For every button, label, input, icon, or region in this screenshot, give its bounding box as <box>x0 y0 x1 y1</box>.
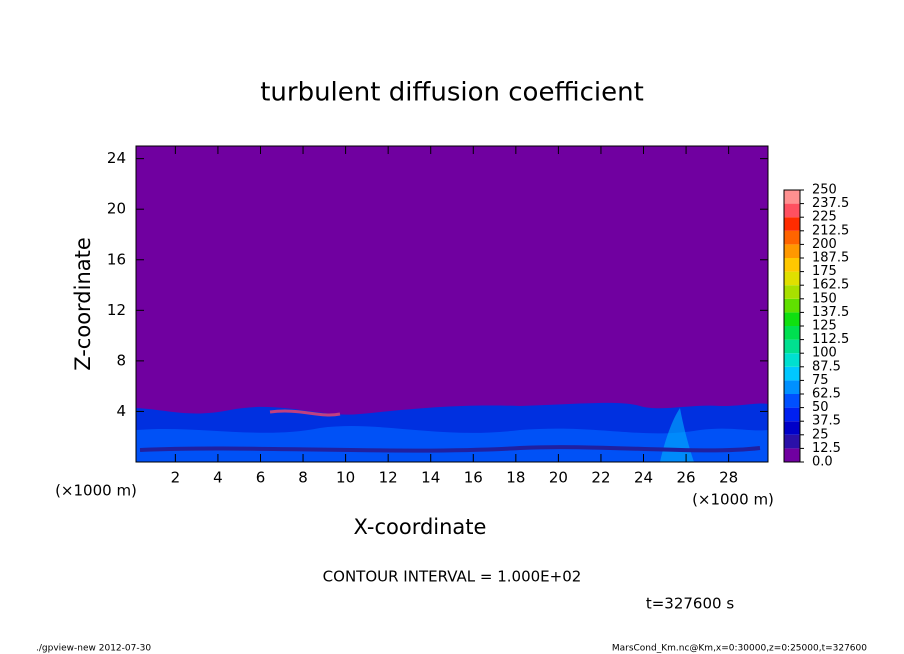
colorbar-label: 75 <box>812 373 829 388</box>
colorbar-swatch <box>784 366 800 381</box>
colorbar-label: 175 <box>812 264 837 279</box>
colorbar-swatch <box>784 217 800 231</box>
colorbar-swatch <box>784 448 800 462</box>
colorbar-label: 137.5 <box>812 305 849 320</box>
colorbar-swatch <box>784 285 800 299</box>
colorbar-label: 50 <box>812 400 829 415</box>
colorbar-label: 187.5 <box>812 251 849 266</box>
colorbar-label: 12.5 <box>812 441 841 456</box>
y-tick-label: 24 <box>107 149 126 167</box>
colorbar-swatch <box>784 421 800 435</box>
field-band <box>269 409 341 417</box>
x-tick-label: 20 <box>549 469 568 487</box>
x-axis-label: X-coordinate <box>354 515 487 539</box>
colorbar-swatch <box>784 203 800 218</box>
y-tick-label: 16 <box>107 250 126 268</box>
colorbar-label: 212.5 <box>812 223 849 238</box>
x-tick-label: 18 <box>506 469 525 487</box>
field-band <box>136 426 768 462</box>
colorbar-label: 225 <box>812 210 837 225</box>
x-tick-label: 24 <box>634 469 653 487</box>
colorbar-swatch <box>784 380 800 394</box>
colorbar-swatch <box>784 407 800 422</box>
colorbar-label: 125 <box>812 319 837 334</box>
colorbar-label: 150 <box>812 291 837 306</box>
annotation: CONTOUR INTERVAL = 1.000E+02 <box>323 568 582 586</box>
colorbar-label: 0.0 <box>812 455 833 470</box>
colorbar-label: 62.5 <box>812 387 841 402</box>
colorbar-swatch <box>784 190 800 204</box>
colorbar-swatch <box>784 312 800 326</box>
colorbar-label: 200 <box>812 237 837 252</box>
colorbar-label: 112.5 <box>812 332 849 347</box>
colorbar-swatch <box>784 298 800 313</box>
colorbar-swatch <box>784 244 800 258</box>
colorbar-swatch <box>784 339 800 354</box>
colorbar-swatch <box>784 230 800 245</box>
x-tick-label: 4 <box>213 469 223 487</box>
colorbar-swatch <box>784 353 800 367</box>
colorbar-label: 87.5 <box>812 359 841 374</box>
x-unit-label: (×1000 m) <box>692 491 774 509</box>
x-tick-label: 28 <box>719 469 738 487</box>
colorbar-label: 250 <box>812 183 837 198</box>
x-tick-label: 10 <box>336 469 355 487</box>
field <box>136 146 768 462</box>
colorbar-label: 162.5 <box>812 278 849 293</box>
x-tick-label: 6 <box>256 469 266 487</box>
colorbar-label: 25 <box>812 427 829 442</box>
x-tick-label: 16 <box>464 469 483 487</box>
y-tick-label: 12 <box>107 301 126 319</box>
x-tick-label: 26 <box>677 469 696 487</box>
footer-right: MarsCond_Km.nc@Km,x=0:30000,z=0:25000,t=… <box>612 644 867 654</box>
y-axis-label: Z-coordinate <box>71 237 95 371</box>
y-tick-label: 20 <box>107 200 126 218</box>
field-band <box>139 445 761 453</box>
y-tick-label: 4 <box>116 402 126 420</box>
x-tick-label: 14 <box>421 469 440 487</box>
x-tick-label: 22 <box>591 469 610 487</box>
plot-frame <box>135 145 769 463</box>
footer-left: ./gpview-new 2012-07-30 <box>36 644 151 654</box>
colorbar-swatch <box>784 271 800 286</box>
time-label: t=327600 s <box>646 595 734 613</box>
x-tick-label: 8 <box>298 469 308 487</box>
chart-title: turbulent diffusion coefficient <box>260 78 644 108</box>
x-tick-label: 2 <box>171 469 181 487</box>
y-tick-label: 8 <box>116 351 126 369</box>
x-unit-label: (×1000 m) <box>55 482 137 500</box>
colorbar-swatch <box>784 434 800 449</box>
colorbar-swatch <box>784 326 800 340</box>
colorbar-label: 237.5 <box>812 196 849 211</box>
colorbar-swatch <box>784 258 800 272</box>
x-tick-label: 12 <box>379 469 398 487</box>
colorbar-label: 100 <box>812 346 837 361</box>
colorbar-swatch <box>784 394 800 408</box>
colorbar-label: 37.5 <box>812 414 841 429</box>
